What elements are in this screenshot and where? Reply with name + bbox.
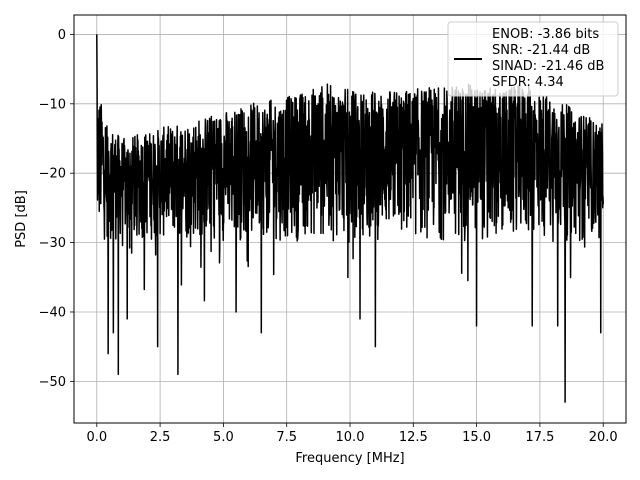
x-tick-label: 17.5 <box>525 430 554 445</box>
x-tick-label: 10.0 <box>336 430 365 445</box>
legend-text-sinad: SINAD: -21.46 dB <box>492 59 604 74</box>
y-tick-label: −30 <box>39 236 66 251</box>
y-axis-ticks: 0 −10 −20 −30 −40 −50 <box>39 28 74 390</box>
y-tick-label: −10 <box>39 97 66 112</box>
x-axis-ticks: 0.0 2.5 5.0 7.5 10.0 12.5 15.0 17.5 20.0 <box>86 423 618 445</box>
y-tick-label: −50 <box>39 375 66 390</box>
y-axis-label: PSD [dB] <box>14 190 29 248</box>
x-tick-label: 7.5 <box>276 430 297 445</box>
legend-box <box>447 21 619 97</box>
x-tick-label: 15.0 <box>462 430 491 445</box>
series-group <box>96 34 604 403</box>
legend: ENOB: -3.86 bits SNR: -21.44 dB SINAD: -… <box>447 21 619 97</box>
x-tick-label: 20.0 <box>589 430 618 445</box>
x-tick-label: 2.5 <box>150 430 171 445</box>
legend-text-snr: SNR: -21.44 dB <box>492 43 590 58</box>
plot-region <box>96 34 604 403</box>
y-tick-label: −40 <box>39 305 66 320</box>
x-tick-label: 12.5 <box>399 430 428 445</box>
x-axis-label: Frequency [MHz] <box>295 451 404 466</box>
legend-text-sfdr: SFDR: 4.34 <box>492 75 564 90</box>
x-tick-label: 5.0 <box>213 430 234 445</box>
y-tick-label: 0 <box>58 28 66 43</box>
psd-series-line <box>96 34 604 403</box>
x-tick-label: 0.0 <box>86 430 107 445</box>
y-tick-label: −20 <box>39 167 66 182</box>
legend-text-enob: ENOB: -3.86 bits <box>492 27 599 42</box>
